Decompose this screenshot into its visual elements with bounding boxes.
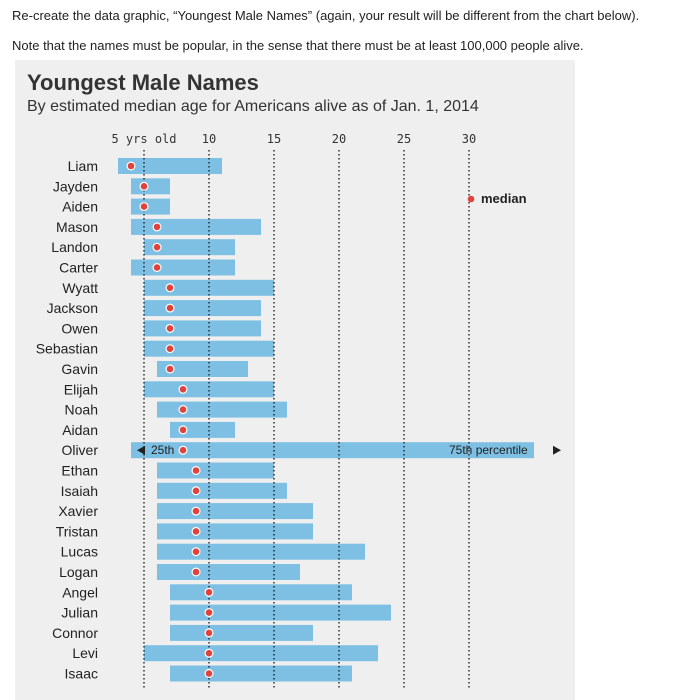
- name-label: Carter: [59, 260, 98, 276]
- x-tick-label: 30: [462, 132, 476, 146]
- iqr-bar: [157, 462, 274, 479]
- left-arrow-icon: [137, 445, 145, 455]
- name-label: Isaiah: [61, 483, 98, 499]
- median-dot: [140, 183, 148, 190]
- instruction-line-1: Re-create the data graphic, “Youngest Ma…: [12, 8, 640, 23]
- name-label: Logan: [59, 564, 98, 580]
- iqr-bar: [131, 442, 534, 459]
- name-label: Angel: [62, 584, 98, 600]
- name-label: Elijah: [64, 381, 98, 397]
- instructions: Re-create the data graphic, “Youngest Ma…: [12, 8, 682, 68]
- p75-annotation: 75th percentile: [449, 443, 528, 457]
- iqr-bar: [157, 401, 287, 418]
- iqr-bar: [131, 198, 170, 215]
- median-dot: [192, 568, 200, 576]
- name-label: Tristan: [56, 523, 98, 539]
- iqr-bar: [131, 218, 261, 235]
- median-dot: [166, 345, 174, 353]
- name-label: Oliver: [61, 442, 98, 458]
- legend-label: median: [481, 191, 527, 206]
- median-dot: [153, 223, 161, 231]
- p25-annotation: 25th: [151, 443, 174, 457]
- name-label: Lucas: [61, 544, 98, 560]
- median-dot: [166, 304, 174, 312]
- median-dot: [205, 649, 213, 657]
- iqr-bar: [157, 503, 313, 520]
- chart-title: Youngest Male Names: [27, 70, 259, 95]
- median-dot: [192, 528, 200, 535]
- name-label: Xavier: [58, 503, 98, 519]
- name-label: Gavin: [61, 361, 98, 377]
- name-label: Mason: [56, 219, 98, 235]
- iqr-bar: [144, 300, 261, 317]
- chart-subtitle: By estimated median age for Americans al…: [27, 98, 479, 115]
- name-label: Isaac: [65, 666, 98, 682]
- x-tick-label: 25: [397, 132, 411, 146]
- median-dot: [153, 264, 161, 271]
- name-label: Aiden: [62, 199, 98, 215]
- iqr-bar: [157, 543, 365, 560]
- name-label: Jackson: [47, 300, 98, 316]
- iqr-bar: [131, 178, 170, 195]
- instruction-line-2: Note that the names must be popular, in …: [12, 38, 584, 53]
- iqr-bar: [157, 361, 248, 377]
- iqr-bar: [157, 564, 300, 580]
- iqr-bar: [144, 279, 274, 296]
- x-tick-label: 10: [202, 132, 216, 146]
- median-dot: [205, 670, 213, 677]
- median-dot: [205, 589, 213, 596]
- iqr-bar: [157, 523, 313, 540]
- median-dot: [192, 467, 200, 474]
- median-dot: [179, 446, 187, 454]
- name-label: Landon: [51, 239, 98, 255]
- iqr-bar: [170, 584, 352, 601]
- iqr-bar: [131, 259, 235, 276]
- name-label: Liam: [68, 158, 98, 174]
- name-label: Julian: [61, 605, 98, 621]
- median-dot: [179, 406, 187, 413]
- x-tick-label: 20: [332, 132, 346, 146]
- name-label: Wyatt: [62, 280, 98, 296]
- median-dot: [205, 609, 213, 616]
- median-dot: [192, 487, 200, 495]
- name-label: Owen: [61, 320, 98, 336]
- median-dot: [166, 284, 174, 292]
- median-dot: [166, 325, 174, 332]
- median-dot: [166, 365, 174, 373]
- iqr-bar: [170, 665, 352, 682]
- iqr-bar: [144, 340, 274, 357]
- name-label: Jayden: [53, 178, 98, 194]
- median-dot: [127, 162, 135, 170]
- median-dot: [205, 629, 213, 637]
- name-label: Levi: [72, 645, 98, 661]
- name-label: Connor: [52, 625, 98, 641]
- legend-median-dot: [467, 195, 475, 203]
- name-label: Sebastian: [36, 341, 98, 357]
- name-label: Aidan: [62, 422, 98, 438]
- median-dot: [153, 243, 161, 251]
- iqr-bar: [157, 482, 287, 499]
- iqr-bar: [144, 381, 274, 398]
- median-dot: [179, 386, 187, 393]
- name-label: Ethan: [61, 463, 98, 479]
- name-label: Noah: [65, 402, 98, 418]
- x-tick-label: 5 yrs old: [111, 132, 176, 146]
- right-arrow-icon: [553, 445, 561, 455]
- median-dot: [192, 548, 200, 555]
- x-tick-label: 15: [267, 132, 281, 146]
- median-dot: [192, 507, 200, 515]
- median-dot: [179, 426, 187, 434]
- iqr-bar: [170, 624, 313, 641]
- iqr-bar: [144, 645, 378, 662]
- iqr-bar: [144, 320, 261, 337]
- iqr-bar: [170, 421, 235, 438]
- median-dot: [140, 203, 148, 210]
- iqr-bar: [144, 239, 235, 256]
- iqr-bar: [170, 604, 391, 621]
